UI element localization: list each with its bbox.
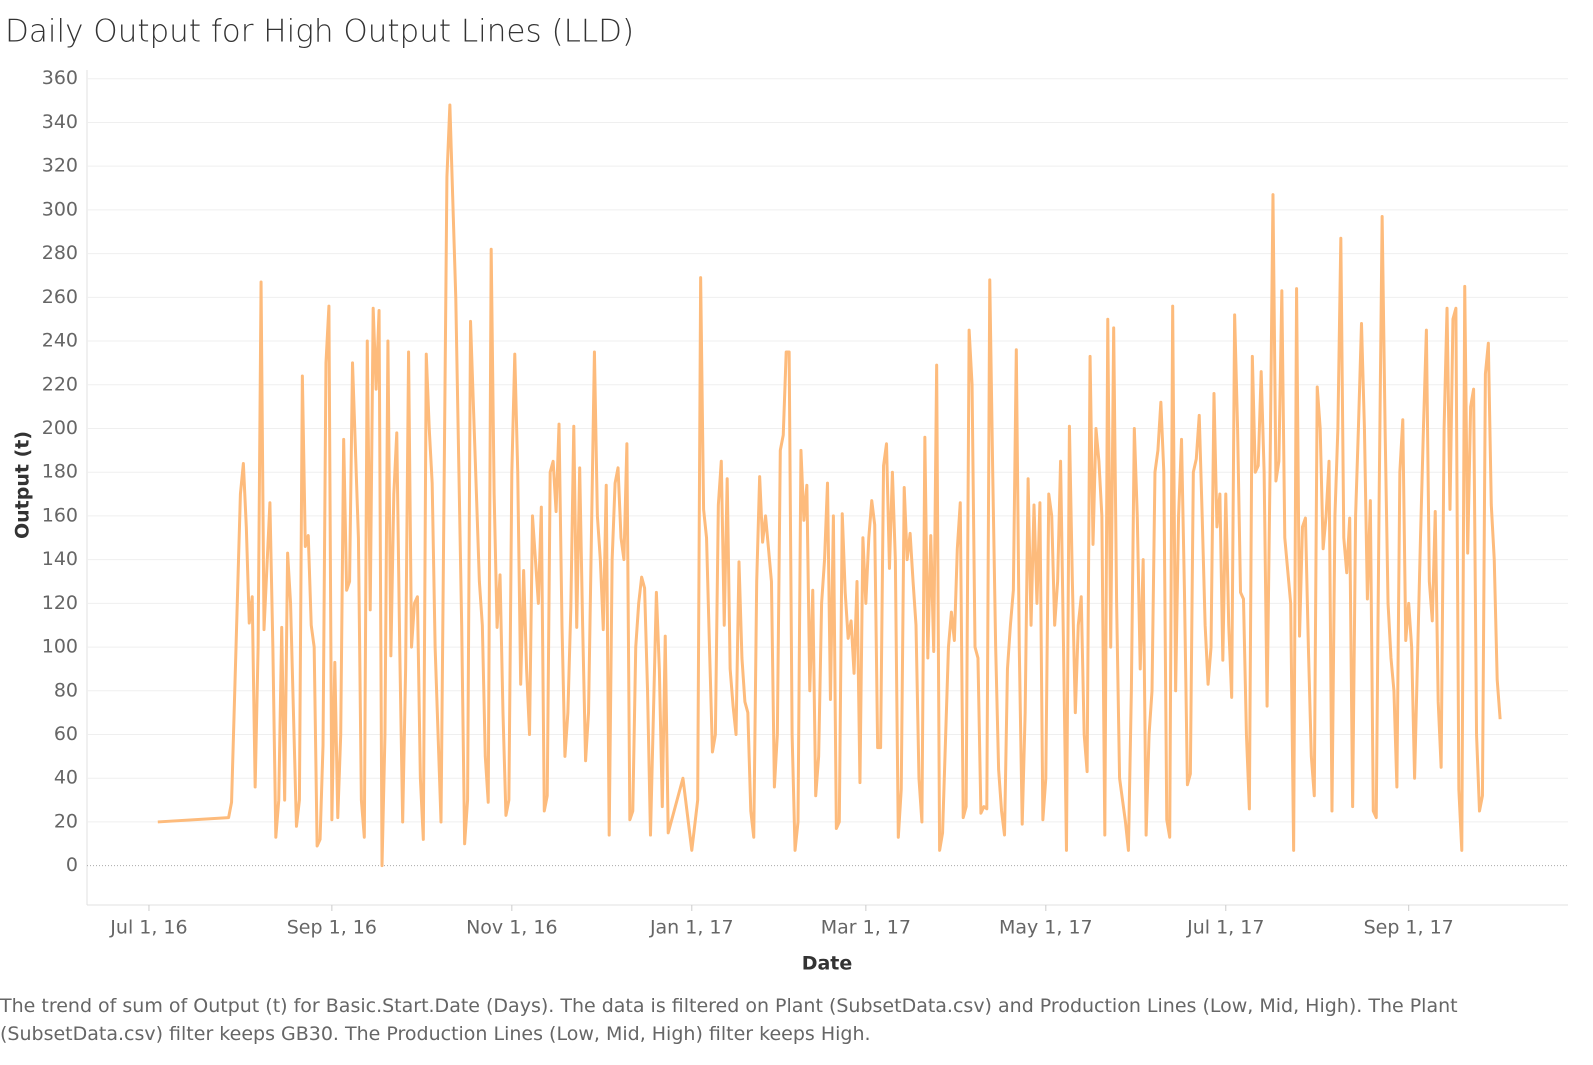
y-tick-label: 100 [42,636,78,658]
y-tick-label: 280 [42,242,78,264]
chart-title: Daily Output for High Output Lines (LLD) [5,14,634,50]
y-tick-label: 260 [42,286,78,308]
y-axis-title: Output (t) [12,431,34,539]
data-line [157,103,1502,868]
y-tick-label: 340 [42,111,78,133]
y-tick-label: 160 [42,504,78,526]
x-tick-label: Sep 1, 16 [287,917,377,939]
y-tick-label: 320 [42,155,78,177]
chart: Daily Output for High Output Lines (LLD)… [5,14,1568,975]
y-tick-label: 180 [42,461,78,483]
x-axis-title: Date [802,953,853,975]
y-tick-label: 140 [42,548,78,570]
x-tick-label: Sep 1, 17 [1364,917,1454,939]
y-tick-label: 360 [42,67,78,89]
y-tick-label: 300 [42,198,78,220]
y-tick-label: 80 [54,679,78,701]
y-tick-label: 220 [42,373,78,395]
x-tick-label: Mar 1, 17 [821,917,911,939]
y-tick-label: 20 [54,810,78,832]
y-tick-label: 200 [42,417,78,439]
x-tick-label: May 1, 17 [999,917,1093,939]
caption: The trend of sum of Output (t) for Basic… [0,995,1458,1045]
y-tick-label: 120 [42,592,78,614]
x-tick-label: Jan 1, 17 [649,917,734,939]
x-tick-label: Jul 1, 17 [1186,917,1264,939]
y-tick-label: 40 [54,767,78,789]
y-tick-label: 60 [54,723,78,745]
x-tick-label: Nov 1, 16 [466,917,557,939]
y-tick-label: 240 [42,330,78,352]
y-tick-label: 0 [66,854,78,876]
x-tick-label: Jul 1, 16 [109,917,187,939]
